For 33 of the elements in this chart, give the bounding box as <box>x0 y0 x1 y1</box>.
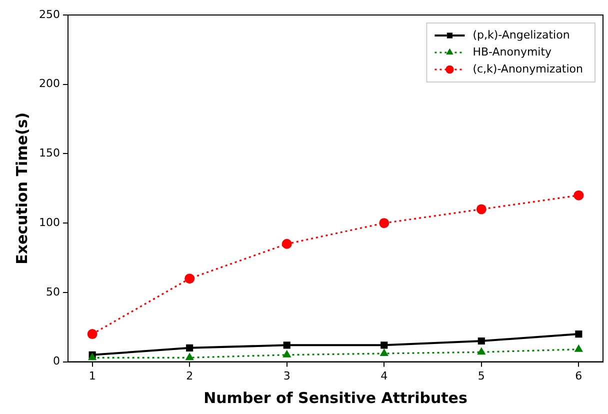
legend-label: HB-Anonymity <box>472 45 552 58</box>
point <box>380 342 388 349</box>
point <box>575 330 582 338</box>
y-axis-title: Execution Time(s) <box>12 112 31 264</box>
y-tick-label: 100 <box>38 216 60 229</box>
y-tick-label: 50 <box>46 285 60 298</box>
point <box>380 348 388 356</box>
point <box>184 274 195 284</box>
point <box>574 190 584 200</box>
point <box>477 347 486 355</box>
y-tick-label: 150 <box>38 146 60 160</box>
y-tick-label: 250 <box>38 8 60 21</box>
point <box>185 352 194 360</box>
x-axis-title: Number of Sensitive Attributes <box>204 388 468 407</box>
point <box>476 204 486 214</box>
x-tick-label: 5 <box>478 369 485 382</box>
point <box>186 344 194 352</box>
legend-label: (p,k)-Angelization <box>472 28 570 42</box>
legend-label: (c,k)-Anonymization <box>472 62 584 76</box>
y-tick-label: 0 <box>52 354 60 368</box>
point <box>282 350 292 358</box>
x-tick-label: 1 <box>88 369 96 382</box>
point <box>379 218 390 228</box>
point <box>282 238 292 249</box>
x-tick-label: 4 <box>380 369 388 382</box>
point <box>574 344 584 352</box>
point <box>478 337 485 345</box>
x-tick-label: 2 <box>186 369 194 382</box>
x-tick-label: 3 <box>283 369 290 382</box>
y-tick-label: 200 <box>38 77 60 90</box>
point <box>283 342 290 349</box>
point <box>87 329 98 340</box>
x-tick-label: 6 <box>575 369 582 382</box>
